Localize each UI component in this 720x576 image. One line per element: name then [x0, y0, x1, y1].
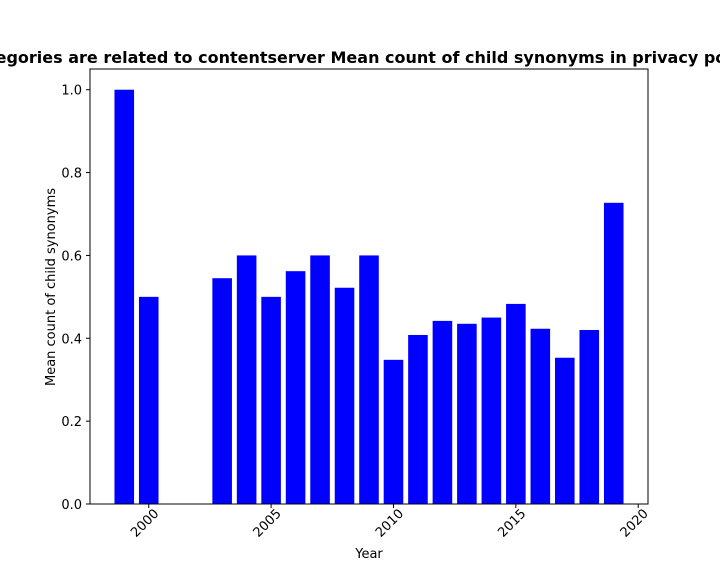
- x-tick-label-2015: 2015: [495, 507, 529, 541]
- bar-2014: [481, 317, 502, 504]
- bar-2004: [236, 255, 257, 504]
- bar-2013: [457, 323, 477, 504]
- bar-2018: [579, 330, 600, 504]
- bar-2017: [555, 357, 575, 504]
- bar-2007: [310, 255, 330, 504]
- bar-2003: [212, 278, 232, 504]
- bar-2010: [383, 359, 404, 504]
- chart-title: Categories are related to contentserver …: [0, 48, 720, 67]
- bar-2008: [334, 287, 355, 504]
- y-tick-label-0.4: 0.4: [61, 332, 82, 347]
- bar-2019: [603, 202, 624, 505]
- x-tick-label-2020: 2020: [618, 507, 652, 541]
- bar-2016: [530, 328, 551, 504]
- y-tick-label-0.8: 0.8: [61, 167, 82, 182]
- bar-2011: [408, 334, 428, 504]
- y-tick-label-1.0: 1.0: [61, 84, 82, 99]
- bar-2006: [285, 271, 306, 504]
- x-axis-label: Year: [354, 547, 383, 562]
- bars-layer: [114, 89, 624, 505]
- y-tick-label-0.6: 0.6: [61, 249, 82, 264]
- x-tick-label-2000: 2000: [128, 507, 162, 541]
- y-axis: 0.0 0.2 0.4 0.6 0.8 1.0: [61, 84, 90, 513]
- bar-2015: [506, 303, 526, 504]
- x-tick-label-2005: 2005: [251, 507, 285, 541]
- y-tick-label-0.2: 0.2: [61, 415, 82, 430]
- x-tick-label-2010: 2010: [373, 507, 407, 541]
- x-axis: 2000 2005 2010 2015 2020: [128, 504, 652, 541]
- bar-2000: [138, 296, 159, 504]
- plot-frame: [89, 68, 649, 505]
- bar-2012: [432, 320, 453, 504]
- y-tick-label-0.0: 0.0: [61, 498, 82, 513]
- y-axis-label: Mean count of child synonyms: [44, 188, 59, 386]
- bar-2005: [261, 296, 281, 504]
- bar-1999: [114, 89, 135, 504]
- bar-2009: [359, 255, 379, 504]
